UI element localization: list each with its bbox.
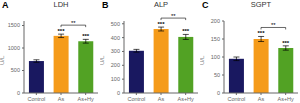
svg-text:100: 100 — [111, 76, 120, 82]
svg-text:Control: Control — [27, 96, 45, 102]
svg-text:As: As — [158, 96, 165, 102]
html-text:SGPT: SGPT — [250, 0, 272, 9]
svg-text:**: ** — [171, 13, 176, 19]
svg-text:Control: Control — [127, 96, 145, 102]
svg-text:As+Hy: As+Hy — [277, 96, 292, 102]
svg-text:***: *** — [282, 40, 290, 46]
svg-text:***: *** — [157, 21, 165, 27]
svg-text:500: 500 — [111, 21, 120, 27]
svg-text:100: 100 — [211, 54, 220, 60]
html-text:C: C — [202, 0, 209, 10]
svg-text:200: 200 — [111, 62, 120, 68]
svg-text:As+Hy: As+Hy — [177, 96, 194, 102]
html-text:B: B — [102, 0, 109, 10]
svg-text:50: 50 — [214, 72, 220, 78]
svg-text:***: *** — [182, 28, 190, 34]
svg-text:***: *** — [57, 28, 65, 34]
svg-text:0: 0 — [217, 90, 220, 96]
svg-text:As: As — [258, 96, 265, 102]
svg-text:U/L: U/L — [100, 55, 105, 65]
svg-text:1500: 1500 — [8, 22, 20, 28]
svg-text:1000: 1000 — [8, 45, 20, 51]
svg-text:300: 300 — [111, 48, 120, 54]
svg-text:0: 0 — [17, 90, 20, 96]
html-text:ALP: ALP — [153, 0, 169, 9]
svg-text:Control: Control — [227, 96, 245, 102]
svg-text:400: 400 — [111, 35, 120, 41]
svg-text:200: 200 — [211, 18, 220, 24]
svg-text:0: 0 — [117, 90, 120, 96]
html-text:A: A — [2, 0, 9, 10]
svg-text:U/L: U/L — [200, 55, 205, 65]
svg-text:As+Hy: As+Hy — [77, 96, 94, 102]
html-text:LDH: LDH — [53, 0, 69, 9]
svg-text:150: 150 — [211, 36, 220, 42]
svg-text:**: ** — [271, 22, 276, 28]
svg-text:***: *** — [257, 30, 265, 36]
svg-text:As: As — [58, 96, 65, 102]
svg-text:***: *** — [82, 33, 90, 39]
svg-text:500: 500 — [11, 67, 20, 73]
svg-text:**: ** — [71, 20, 76, 26]
